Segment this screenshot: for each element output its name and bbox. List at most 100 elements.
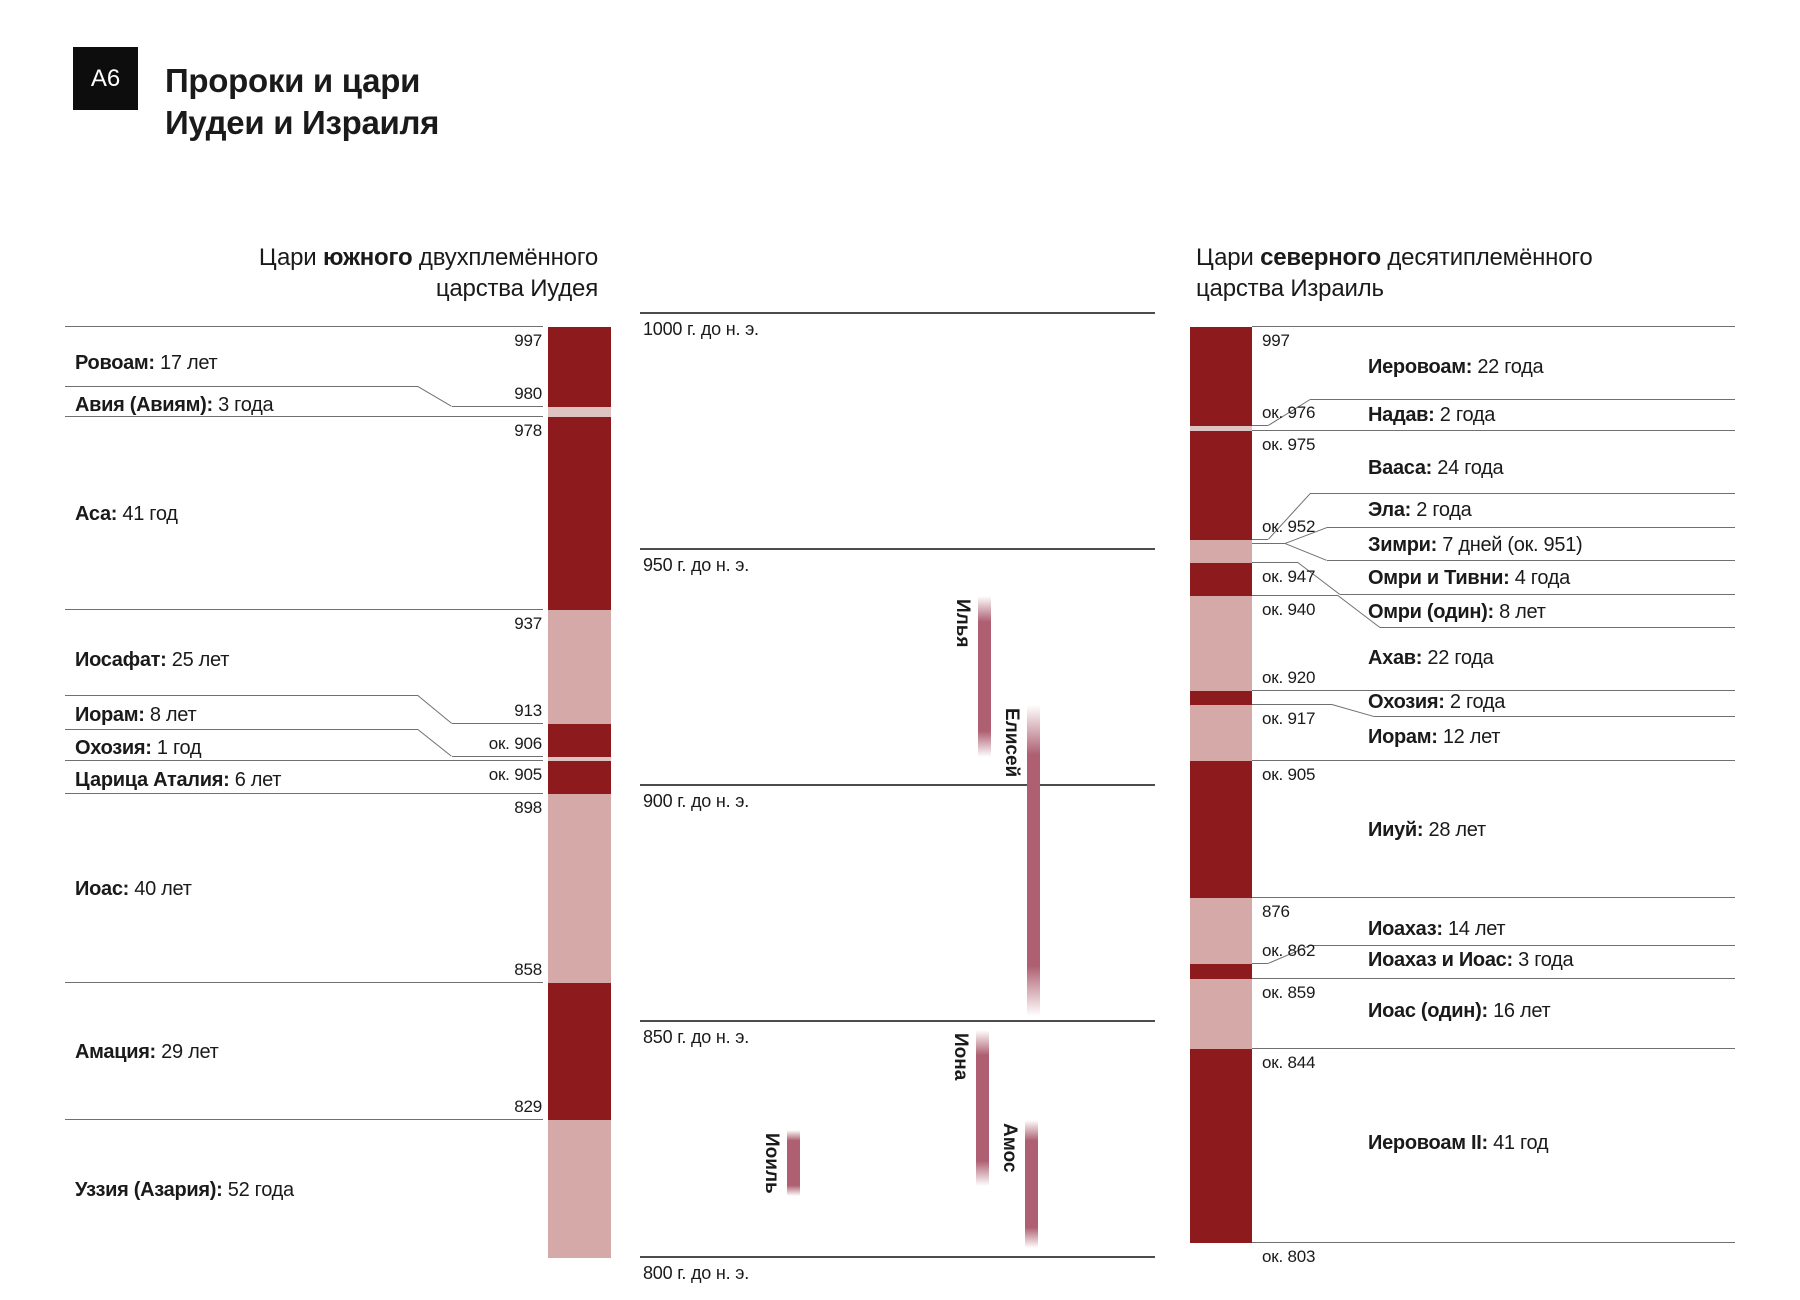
israel-bar-segment [1190,898,1252,964]
king-label: Иоахаз: 14 лет [1368,918,1506,940]
separator-line [1252,430,1735,431]
king-name: Иорам: [75,704,145,726]
separator-line [1252,760,1735,761]
king-label: Иорам: 8 лет [75,704,197,726]
judah-bar-segment [548,327,611,407]
king-label: Вааса: 24 года [1368,457,1504,479]
judah-bar-segment [548,983,611,1120]
separator-rule [1310,945,1735,946]
judah-bar-segment [548,1120,611,1258]
year-label: ок. 940 [1262,600,1316,619]
king-label: Надав: 2 года [1368,404,1496,426]
year-label: 978 [514,421,542,440]
year-label: ок. 920 [1262,668,1316,687]
king-name: Иоахаз и Иоас: [1368,949,1513,971]
prophet-bar [1025,1120,1038,1248]
judah-bar-segment [548,761,611,794]
king-name: Охозия: [75,737,152,759]
year-label: ок. 803 [1262,1247,1316,1266]
year-label: ок. 844 [1262,1053,1316,1072]
separator-line [1252,897,1735,898]
king-label: Царица Аталия: 6 лет [75,769,282,791]
separator-rule [65,695,418,696]
separator-rule [1340,594,1735,595]
king-name: Ахав: [1368,647,1423,669]
king-name: Иоас (один): [1368,1000,1488,1022]
israel-bar-segment [1190,761,1252,898]
prophet-bar [1027,705,1040,1016]
judah-bar-segment [548,407,611,417]
king-label: Иосафат: 25 лет [75,649,230,671]
king-label: Амация: 29 лет [75,1041,219,1063]
year-label: ок. 859 [1262,983,1316,1002]
israel-bar-segment [1190,563,1252,596]
judah-bar-segment [548,724,611,757]
king-name: Надав: [1368,404,1435,426]
king-label: Зимри: 7 дней (ок. 951) [1368,534,1583,556]
king-label: Охозия: 2 года [1368,691,1506,713]
timeline-tick-line [640,1256,1155,1258]
king-label: Омри и Тивни: 4 года [1368,567,1570,589]
timeline-tick-line [640,312,1155,314]
judah-header-line1: Цари южного двухплемённого [220,242,598,273]
separator-line [1252,425,1268,426]
separator-line [1252,595,1338,596]
king-name: Зимри: [1368,534,1437,556]
separator-rule [1327,527,1735,528]
israel-bar-segment [1190,691,1252,705]
judah-header-bold: южного [322,244,413,271]
section-badge: А6 [73,47,138,110]
king-name: Уззия (Азария): [75,1179,223,1201]
year-label: 829 [514,1097,542,1116]
timeline-tick-label: 850 г. до н. э. [643,1027,750,1047]
king-name: Иоахаз: [1368,918,1443,940]
judah-header-post: двухплемённого [412,244,598,271]
separator-rule [1380,627,1735,628]
king-name: Вааса: [1368,457,1433,479]
israel-bar-segment [1190,426,1252,431]
king-label: Иеровоам: 22 года [1368,356,1544,378]
separator-line [65,326,543,327]
year-label: 937 [514,614,542,633]
king-name: Охозия: [1368,691,1445,713]
judah-header-pre: Цари [258,244,323,271]
king-label: Ахав: 22 года [1368,647,1494,669]
separator-rule [1310,493,1735,494]
separator-diagonal [1284,543,1327,561]
king-label: Аса: 41 год [75,503,178,525]
king-label: Уззия (Азария): 52 года [75,1179,294,1201]
king-label: Иоас (один): 16 лет [1368,1000,1551,1022]
year-label: ок. 862 [1262,941,1316,960]
prophet-bar [976,1030,989,1186]
prophet-label: Иоиль [761,1133,782,1194]
timeline-tick-line [640,1020,1155,1022]
year-label: 876 [1262,902,1290,921]
king-name: Иеровоам: [1368,356,1473,378]
separator-line [452,406,543,407]
timeline-tick-label: 1000 г. до н. э. [643,319,759,339]
judah-bar-segment [548,417,611,610]
king-label: Иоахаз и Иоас: 3 года [1368,949,1574,971]
israel-bar-segment [1190,327,1252,426]
king-label: Авия (Авиям): 3 года [75,394,274,416]
separator-line [65,609,543,610]
israel-header-line1: Цари северного десятиплемённого [1196,242,1716,273]
prophet-label: Амос [999,1123,1020,1173]
israel-header-bold: северного [1260,244,1381,271]
king-name: Царица Аталия: [75,769,230,791]
page-title: Пророки и цари Иудеи и Израиля [165,60,439,144]
king-label: Ииуй: 28 лет [1368,819,1486,841]
year-label: ок. 975 [1262,435,1316,454]
separator-line [65,760,543,761]
king-label: Иеровоам II: 41 год [1368,1132,1549,1154]
year-label: 997 [1262,331,1290,350]
separator-line [65,416,543,417]
separator-line [1252,1048,1735,1049]
separator-line [1252,978,1735,979]
israel-header-line2: царства Израиль [1196,275,1384,302]
israel-header-pre: Цари [1196,244,1261,271]
prophet-label: Елисей [1001,708,1022,778]
judah-bar-segment [548,610,611,724]
year-label: ок. 905 [1262,765,1316,784]
